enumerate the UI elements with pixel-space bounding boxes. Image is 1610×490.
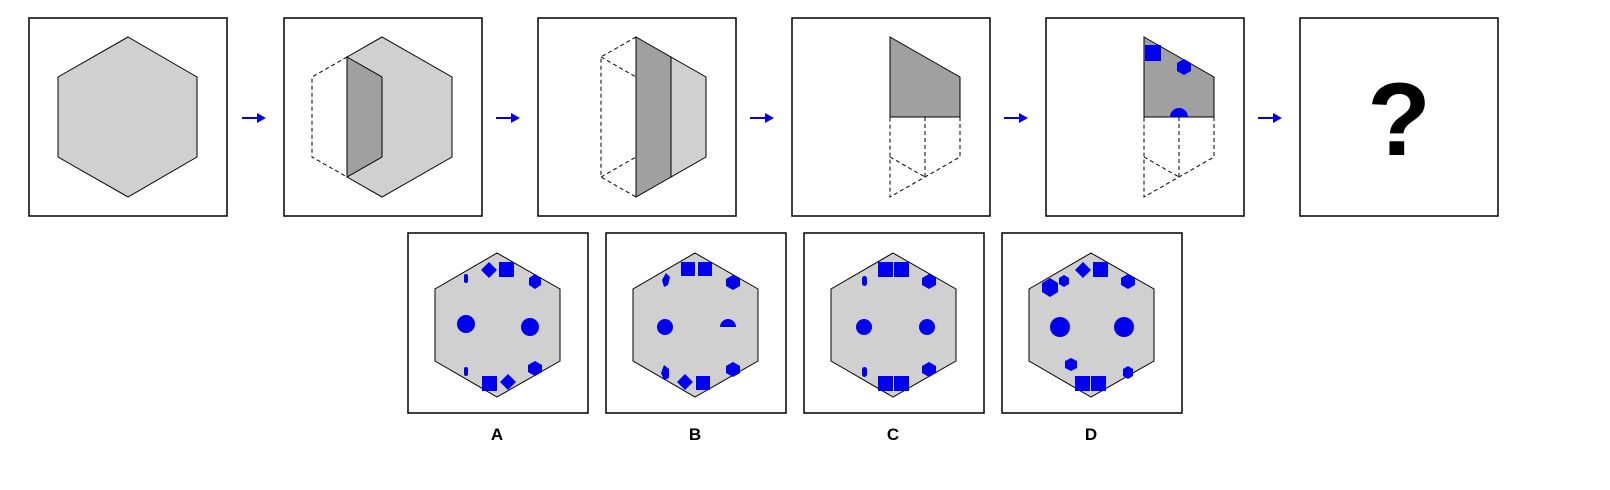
arrow-2: [496, 113, 520, 123]
option-c-label: C: [887, 425, 899, 444]
semicircle-hole: [1170, 108, 1188, 117]
arrow-4: [1004, 113, 1028, 123]
folded-strip: [635, 36, 672, 198]
arrow-3: [750, 113, 774, 123]
step-3-second-fold: [537, 17, 737, 217]
folded-away-outline: [311, 56, 348, 178]
option-c[interactable]: C: [803, 232, 985, 444]
option-d-label: D: [1085, 425, 1097, 444]
option-c-hexagon: [830, 252, 957, 398]
remaining-paper-2: [670, 56, 707, 178]
hexagon-paper: [57, 36, 198, 198]
folded-top-piece: [889, 36, 961, 118]
step-6-question: ?: [1299, 17, 1499, 217]
question-mark: ?: [1367, 62, 1431, 178]
option-a-hexagon: [434, 252, 561, 398]
step-2-first-fold: [283, 17, 483, 217]
hexagon-hole: [1177, 59, 1191, 75]
step-4-third-fold: [791, 17, 991, 217]
option-d[interactable]: D: [1001, 232, 1183, 444]
question-frame: [1299, 17, 1499, 217]
arrow-1: [242, 113, 266, 123]
option-a[interactable]: A: [407, 232, 589, 444]
option-b-hexagon: [632, 252, 759, 398]
folded-away-outline-4: [1143, 116, 1215, 198]
folded-flap: [346, 56, 383, 178]
folded-away-outline-3: [889, 116, 961, 198]
arrow-5: [1258, 113, 1282, 123]
square-hole: [1145, 45, 1161, 61]
step-1-unfolded-hexagon: [28, 17, 228, 217]
option-b-label: B: [689, 425, 701, 444]
option-d-hexagon: [1028, 252, 1155, 398]
step-5-punched: [1045, 17, 1245, 217]
option-b[interactable]: B: [605, 232, 787, 444]
option-a-label: A: [491, 425, 503, 444]
